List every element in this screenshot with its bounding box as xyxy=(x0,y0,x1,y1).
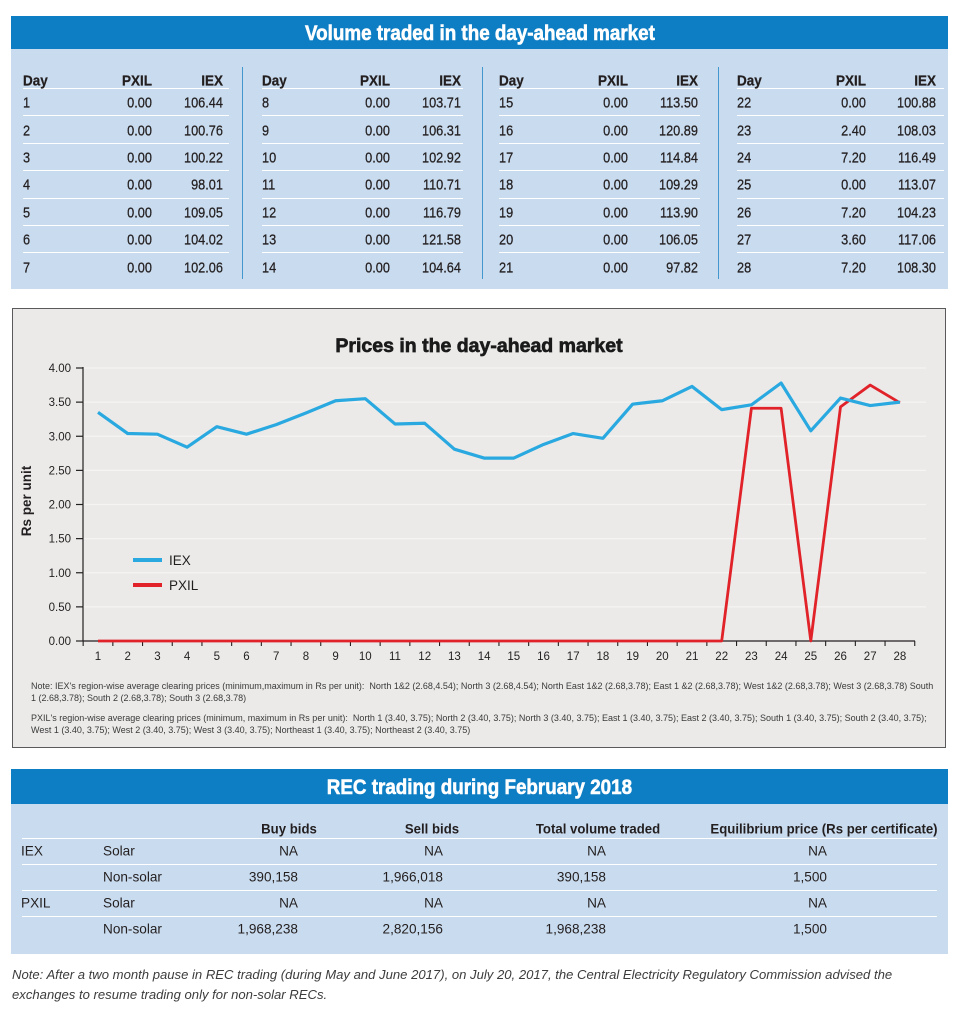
svg-text:28: 28 xyxy=(894,651,907,663)
svg-text:6: 6 xyxy=(243,651,249,663)
svg-text:11: 11 xyxy=(389,651,401,663)
svg-text:IEX: IEX xyxy=(169,553,191,568)
svg-text:4: 4 xyxy=(184,651,191,663)
svg-text:3.00: 3.00 xyxy=(49,431,71,443)
svg-text:1: 1 xyxy=(95,651,101,663)
svg-text:27: 27 xyxy=(864,651,877,663)
svg-text:1.50: 1.50 xyxy=(49,534,71,546)
svg-text:2.50: 2.50 xyxy=(49,465,71,477)
svg-text:23: 23 xyxy=(745,651,758,663)
svg-text:21: 21 xyxy=(686,651,699,663)
svg-text:12: 12 xyxy=(418,651,431,663)
svg-text:2: 2 xyxy=(124,651,130,663)
svg-text:5: 5 xyxy=(214,651,220,663)
svg-text:16: 16 xyxy=(537,651,550,663)
svg-text:26: 26 xyxy=(834,651,847,663)
svg-text:3: 3 xyxy=(154,651,160,663)
svg-text:24: 24 xyxy=(775,651,788,663)
svg-text:0.50: 0.50 xyxy=(49,602,71,614)
svg-text:9: 9 xyxy=(332,651,338,663)
svg-text:1.00: 1.00 xyxy=(49,568,71,580)
svg-text:25: 25 xyxy=(804,651,817,663)
svg-text:17: 17 xyxy=(567,651,580,663)
svg-text:PXIL: PXIL xyxy=(169,578,199,593)
svg-text:13: 13 xyxy=(448,651,461,663)
svg-text:0.00: 0.00 xyxy=(49,636,71,648)
svg-text:2.00: 2.00 xyxy=(49,500,71,512)
svg-text:19: 19 xyxy=(626,651,639,663)
svg-text:22: 22 xyxy=(715,651,728,663)
svg-text:14: 14 xyxy=(478,651,491,663)
svg-text:15: 15 xyxy=(507,651,520,663)
svg-text:8: 8 xyxy=(303,651,309,663)
svg-text:10: 10 xyxy=(359,651,372,663)
svg-text:20: 20 xyxy=(656,651,669,663)
svg-text:18: 18 xyxy=(597,651,610,663)
svg-text:7: 7 xyxy=(273,651,279,663)
svg-text:3.50: 3.50 xyxy=(49,397,71,409)
svg-text:Rs per unit: Rs per unit xyxy=(19,465,34,536)
svg-text:4.00: 4.00 xyxy=(49,363,71,375)
